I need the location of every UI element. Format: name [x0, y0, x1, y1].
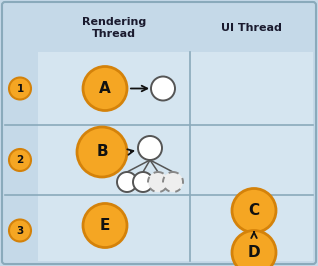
Circle shape: [163, 172, 183, 192]
Text: A: A: [99, 81, 111, 96]
Circle shape: [151, 77, 175, 101]
Circle shape: [9, 149, 31, 171]
Text: 2: 2: [16, 155, 24, 165]
Text: 3: 3: [16, 226, 24, 235]
Circle shape: [9, 219, 31, 242]
Circle shape: [9, 77, 31, 99]
FancyBboxPatch shape: [2, 2, 316, 264]
Text: Rendering
Thread: Rendering Thread: [82, 17, 146, 39]
Circle shape: [232, 189, 276, 232]
Text: C: C: [248, 203, 259, 218]
Circle shape: [83, 203, 127, 247]
Bar: [38, 52, 190, 261]
Circle shape: [138, 136, 162, 160]
Circle shape: [83, 66, 127, 110]
Circle shape: [148, 172, 168, 192]
Circle shape: [133, 172, 153, 192]
Circle shape: [232, 231, 276, 266]
Text: B: B: [96, 144, 108, 160]
Text: 1: 1: [16, 84, 24, 94]
Text: D: D: [248, 245, 260, 260]
Circle shape: [117, 172, 137, 192]
Text: E: E: [100, 218, 110, 233]
Bar: [190, 52, 313, 261]
Bar: [5, 5, 313, 52]
Circle shape: [77, 127, 127, 177]
Text: UI Thread: UI Thread: [221, 23, 282, 33]
